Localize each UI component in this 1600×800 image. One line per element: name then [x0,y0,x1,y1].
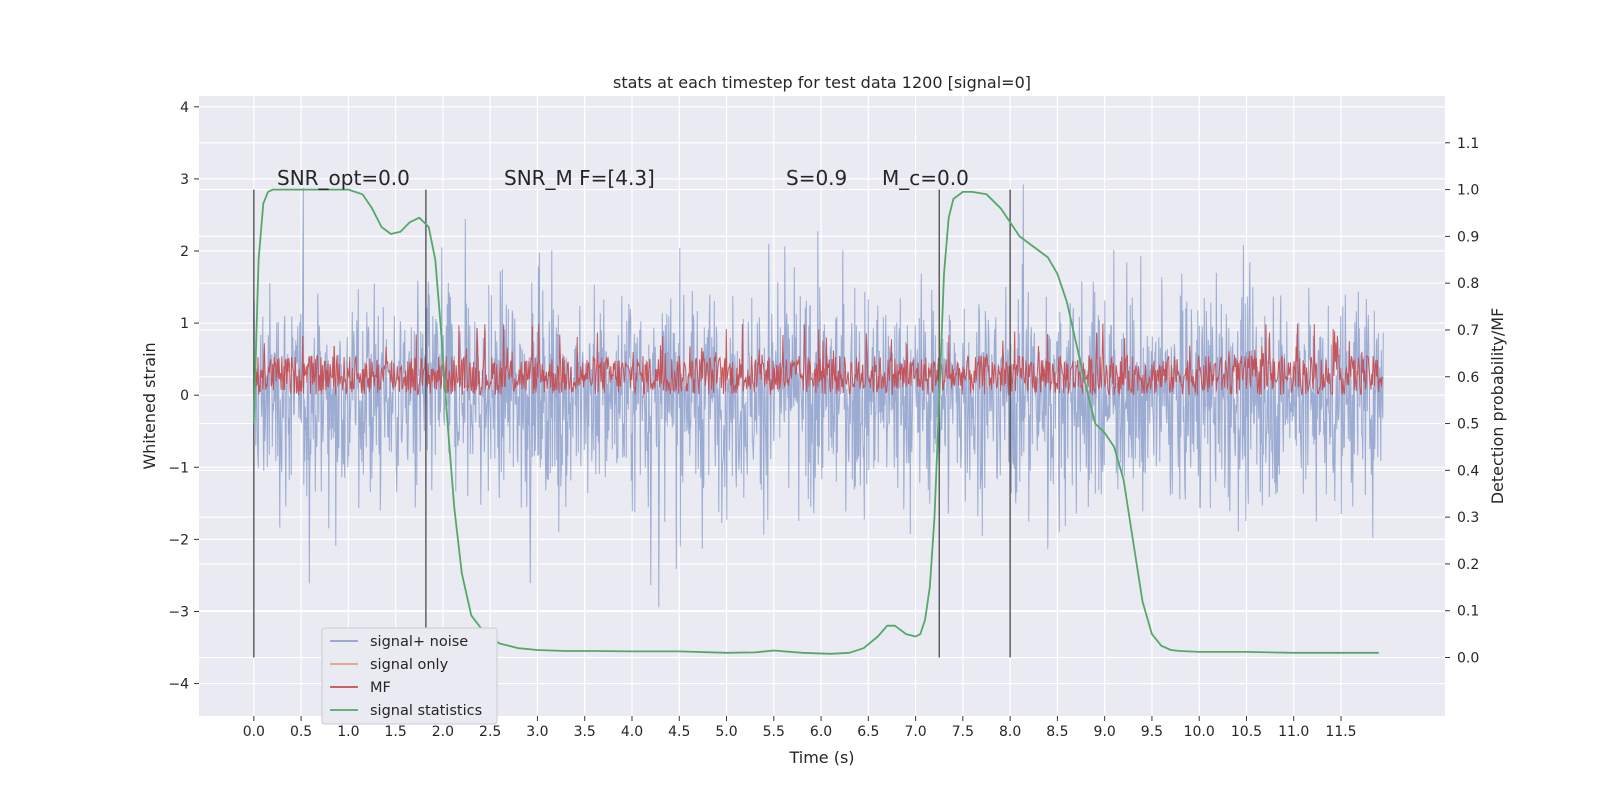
x-tick-label: 3.5 [574,724,596,740]
x-tick-label: 6.0 [810,724,832,740]
x-tick-label: 8.0 [999,724,1021,740]
x-tick-label: 11.0 [1278,724,1309,740]
x-tick-label: 9.5 [1141,724,1163,740]
y2-tick-label: 0.6 [1457,370,1479,386]
y-tick-label: −2 [168,532,189,548]
y2-tick-label: 0.9 [1457,229,1479,245]
x-tick-label: 2.0 [432,724,454,740]
x-tick-label: 7.5 [952,724,974,740]
annotation-mc: M_c=0.0 [882,166,969,190]
y-tick-label: −4 [168,677,189,693]
legend-label-signal-statistics: signal statistics [370,703,482,719]
x-tick-label: 4.5 [668,724,690,740]
annotation-snr-opt: SNR_opt=0.0 [277,166,410,190]
mf-line [253,323,1384,397]
y2-tick-label: 1.1 [1457,136,1479,152]
x-tick-label: 10.5 [1231,724,1262,740]
axis-ticks: 0.0 0.5 1.0 1.5 2.0 2.5 3.0 3.5 4.0 4.5 5.0 5.5 6.0 6… [168,100,1479,740]
y-tick-label: −1 [168,460,189,476]
x-tick-label: 1.5 [385,724,407,740]
annotation-snr-mf: SNR_M F=[4.3] [504,166,655,190]
vertical-markers [253,189,1011,658]
signal-statistics-line [252,188,1379,655]
legend-box [321,627,498,725]
x-tick-label: 0.5 [290,724,312,740]
y2-tick-label: 0.4 [1457,463,1479,479]
y-tick-label: 2 [180,244,189,260]
signal-statistics-series [252,188,1379,655]
x-tick-label: 5.5 [763,724,785,740]
y2-tick-label: 0.3 [1457,510,1479,526]
mf-series [253,323,1384,397]
x-tick-label: 11.5 [1325,724,1356,740]
x-tick-label: 4.0 [621,724,643,740]
x-tick-label: 6.5 [857,724,879,740]
chart-title: stats at each timestep for test data 120… [613,73,1031,92]
annotation-s: S=0.9 [786,166,847,190]
x-axis-label: Time (s) [788,748,854,767]
x-tick-label: 9.0 [1094,724,1116,740]
y2-tick-label: 0.5 [1457,417,1479,433]
y2-tick-label: 0.0 [1457,651,1479,667]
legend: signal+ noise signal only MF signal stat… [321,627,498,725]
x-tick-label: 0.0 [243,724,265,740]
legend-label-mf: MF [370,680,391,696]
y2-tick-label: 0.7 [1457,323,1479,339]
y2-tick-label: 1.0 [1457,183,1479,199]
y2-axis-label: Detection probability/MF [1488,308,1507,505]
x-tick-label: 10.0 [1184,724,1215,740]
x-tick-label: 2.5 [479,724,501,740]
y-tick-label: 4 [180,100,189,116]
x-tick-label: 8.5 [1046,724,1068,740]
y-tick-label: 1 [180,316,189,332]
x-tick-label: 3.0 [526,724,548,740]
x-tick-label: 1.0 [337,724,359,740]
y2-tick-label: 0.2 [1457,557,1479,573]
y-tick-label: 3 [180,172,189,188]
legend-label-signal-noise: signal+ noise [370,634,468,650]
x-tick-label: 5.0 [715,724,737,740]
y-axis-label: Whitened strain [140,342,159,469]
x-tick-label: 7.0 [904,724,926,740]
y2-tick-label: 0.1 [1457,604,1479,620]
y-tick-label: 0 [180,388,189,404]
y2-tick-label: 0.8 [1457,276,1479,292]
y-tick-label: −3 [168,604,189,620]
legend-label-signal-only: signal only [370,657,449,673]
